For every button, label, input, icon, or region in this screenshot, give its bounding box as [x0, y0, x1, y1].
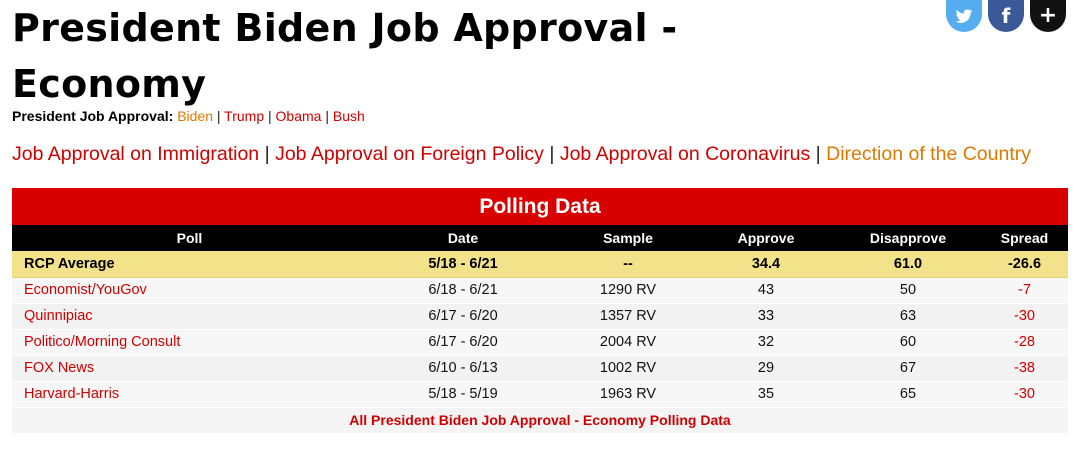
poll-sample: 1290 RV [559, 277, 697, 304]
table-row: FOX News 6/10 - 6/13 1002 RV 29 67 -38 [12, 355, 1068, 382]
poll-sample: 1002 RV [559, 355, 697, 382]
poll-approve: 35 [697, 381, 835, 408]
topic-link-direction-of-country[interactable]: Direction of the Country [826, 143, 1031, 165]
poll-sample: 1963 RV [559, 381, 697, 408]
poll-spread: -30 [981, 381, 1068, 408]
column-header-disapprove: Disapprove [835, 225, 981, 251]
separator: | [325, 108, 329, 124]
more-share-button[interactable]: + [1030, 0, 1066, 32]
column-header-poll: Poll [12, 225, 367, 251]
poll-approve: 43 [697, 277, 835, 304]
table-title: Polling Data [12, 188, 1068, 225]
topic-link-coronavirus[interactable]: Job Approval on Coronavirus [559, 143, 811, 165]
poll-spread: -30 [981, 303, 1068, 330]
social-share-bar: f + [946, 0, 1066, 32]
poll-name-link[interactable]: Politico/Morning Consult [24, 334, 181, 350]
poll-sample: 1357 RV [559, 303, 697, 330]
poll-date: 5/18 - 5/19 [367, 381, 559, 408]
poll-disapprove: 50 [835, 277, 981, 304]
poll-approve: 32 [697, 329, 835, 356]
topic-link-foreign-policy[interactable]: Job Approval on Foreign Policy [275, 143, 544, 165]
poll-name-link[interactable]: FOX News [24, 360, 95, 376]
separator: | [815, 143, 821, 165]
topic-link-immigration[interactable]: Job Approval on Immigration [12, 143, 260, 165]
poll-date: 6/17 - 6/20 [367, 329, 559, 356]
poll-disapprove: 63 [835, 303, 981, 330]
poll-approve: 33 [697, 303, 835, 330]
polling-data-table: Polling Data Poll Date Sample Approve Di… [12, 188, 1068, 433]
separator: | [268, 108, 272, 124]
column-header-approve: Approve [697, 225, 835, 251]
president-approval-label: President Job Approval: [12, 108, 174, 124]
poll-spread: -7 [981, 277, 1068, 304]
separator: | [216, 108, 221, 124]
poll-name-link[interactable]: Quinnipiac [24, 308, 93, 324]
nav-link-trump[interactable]: Trump [224, 108, 265, 124]
poll-sample: 2004 RV [559, 329, 697, 356]
poll-spread: -26.6 [981, 251, 1068, 278]
nav-link-biden[interactable]: Biden [177, 108, 213, 124]
column-header-date: Date [367, 225, 559, 251]
poll-name: RCP Average [12, 251, 367, 278]
poll-disapprove: 61.0 [835, 251, 981, 278]
topic-nav: Job Approval on Immigration | Job Approv… [12, 142, 1031, 166]
poll-disapprove: 67 [835, 355, 981, 382]
plus-icon: + [1038, 3, 1058, 28]
poll-date: 6/10 - 6/13 [367, 355, 559, 382]
facebook-share-button[interactable]: f [988, 0, 1024, 32]
rcp-average-row: RCP Average 5/18 - 6/21 -- 34.4 61.0 -26… [12, 251, 1068, 278]
poll-name-link[interactable]: Harvard-Harris [24, 386, 120, 402]
separator: | [549, 143, 555, 165]
column-header-spread: Spread [981, 225, 1068, 251]
poll-date: 6/18 - 6/21 [367, 277, 559, 304]
poll-approve: 34.4 [697, 251, 835, 278]
table-header-row: Poll Date Sample Approve Disapprove Spre… [12, 225, 1068, 251]
poll-date: 5/18 - 6/21 [367, 251, 559, 278]
poll-spread: -38 [981, 355, 1068, 382]
separator: | [264, 143, 270, 165]
poll-name-link[interactable]: Economist/YouGov [24, 282, 147, 298]
president-approval-nav: President Job Approval: Biden | Trump | … [12, 107, 365, 125]
poll-disapprove: 60 [835, 329, 981, 356]
all-polling-data-link[interactable]: All President Biden Job Approval - Econo… [349, 412, 731, 429]
column-header-sample: Sample [559, 225, 697, 251]
table-row: Politico/Morning Consult 6/17 - 6/20 200… [12, 329, 1068, 356]
twitter-share-button[interactable] [946, 0, 982, 32]
table-row: Quinnipiac 6/17 - 6/20 1357 RV 33 63 -30 [12, 303, 1068, 330]
poll-disapprove: 65 [835, 381, 981, 408]
nav-link-obama[interactable]: Obama [275, 108, 322, 124]
table-row: Harvard-Harris 5/18 - 5/19 1963 RV 35 65… [12, 381, 1068, 408]
facebook-icon: f [1001, 4, 1011, 28]
nav-link-bush[interactable]: Bush [332, 108, 365, 124]
twitter-icon [955, 9, 973, 23]
table-row: Economist/YouGov 6/18 - 6/21 1290 RV 43 … [12, 277, 1068, 304]
poll-spread: -28 [981, 329, 1068, 356]
poll-date: 6/17 - 6/20 [367, 303, 559, 330]
poll-approve: 29 [697, 355, 835, 382]
poll-sample: -- [559, 251, 697, 278]
page-title: President Biden Job Approval - Economy [12, 6, 678, 106]
